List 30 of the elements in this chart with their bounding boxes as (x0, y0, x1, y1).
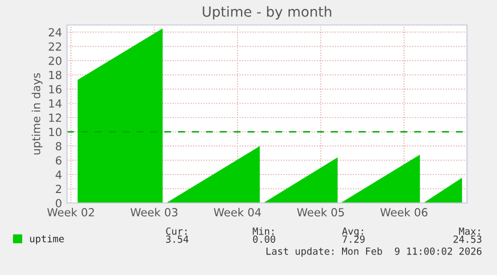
text: Max: (459, 228, 480, 235)
y-tick-label: 18 (49, 70, 62, 80)
y-tick-label: 16 (49, 85, 62, 94)
text: Min: (252, 227, 274, 235)
x-tick-label: Week 05 (297, 208, 344, 216)
text: 3.54 (166, 235, 188, 243)
y-tick-label: 4 (56, 170, 62, 179)
text: Cur: (166, 227, 187, 235)
text: 24.53 (454, 235, 482, 243)
chart-title: Uptime - by month (202, 6, 332, 20)
y-tick-label: 24 (48, 28, 62, 36)
text: 7.29 (342, 235, 365, 243)
y-tick-label: 6 (56, 156, 62, 165)
y-tick-label: 20 (48, 56, 62, 65)
y-tick-label: 10 (49, 128, 62, 136)
x-tick-label: Week 04 (214, 208, 261, 216)
y-axis-title: uptime in days (32, 73, 42, 154)
y-tick-label: 22 (48, 42, 62, 51)
y-tick-label: 8 (56, 142, 62, 150)
text: 0.00 (253, 235, 276, 243)
x-tick-label: Week 06 (380, 208, 428, 216)
y-tick-label: 12 (49, 114, 62, 122)
x-tick-label: Week 03 (130, 208, 178, 216)
y-tick-label: 14 (49, 99, 62, 108)
legend-label: uptime (30, 234, 64, 244)
y-tick-label: 2 (56, 184, 62, 193)
text: Avg: (342, 228, 363, 237)
x-tick-label: Week 02 (47, 208, 94, 216)
y-tick-label: 0 (56, 198, 62, 208)
text: Last update: Mon Feb 9 11:00:02 2026 (266, 247, 482, 257)
